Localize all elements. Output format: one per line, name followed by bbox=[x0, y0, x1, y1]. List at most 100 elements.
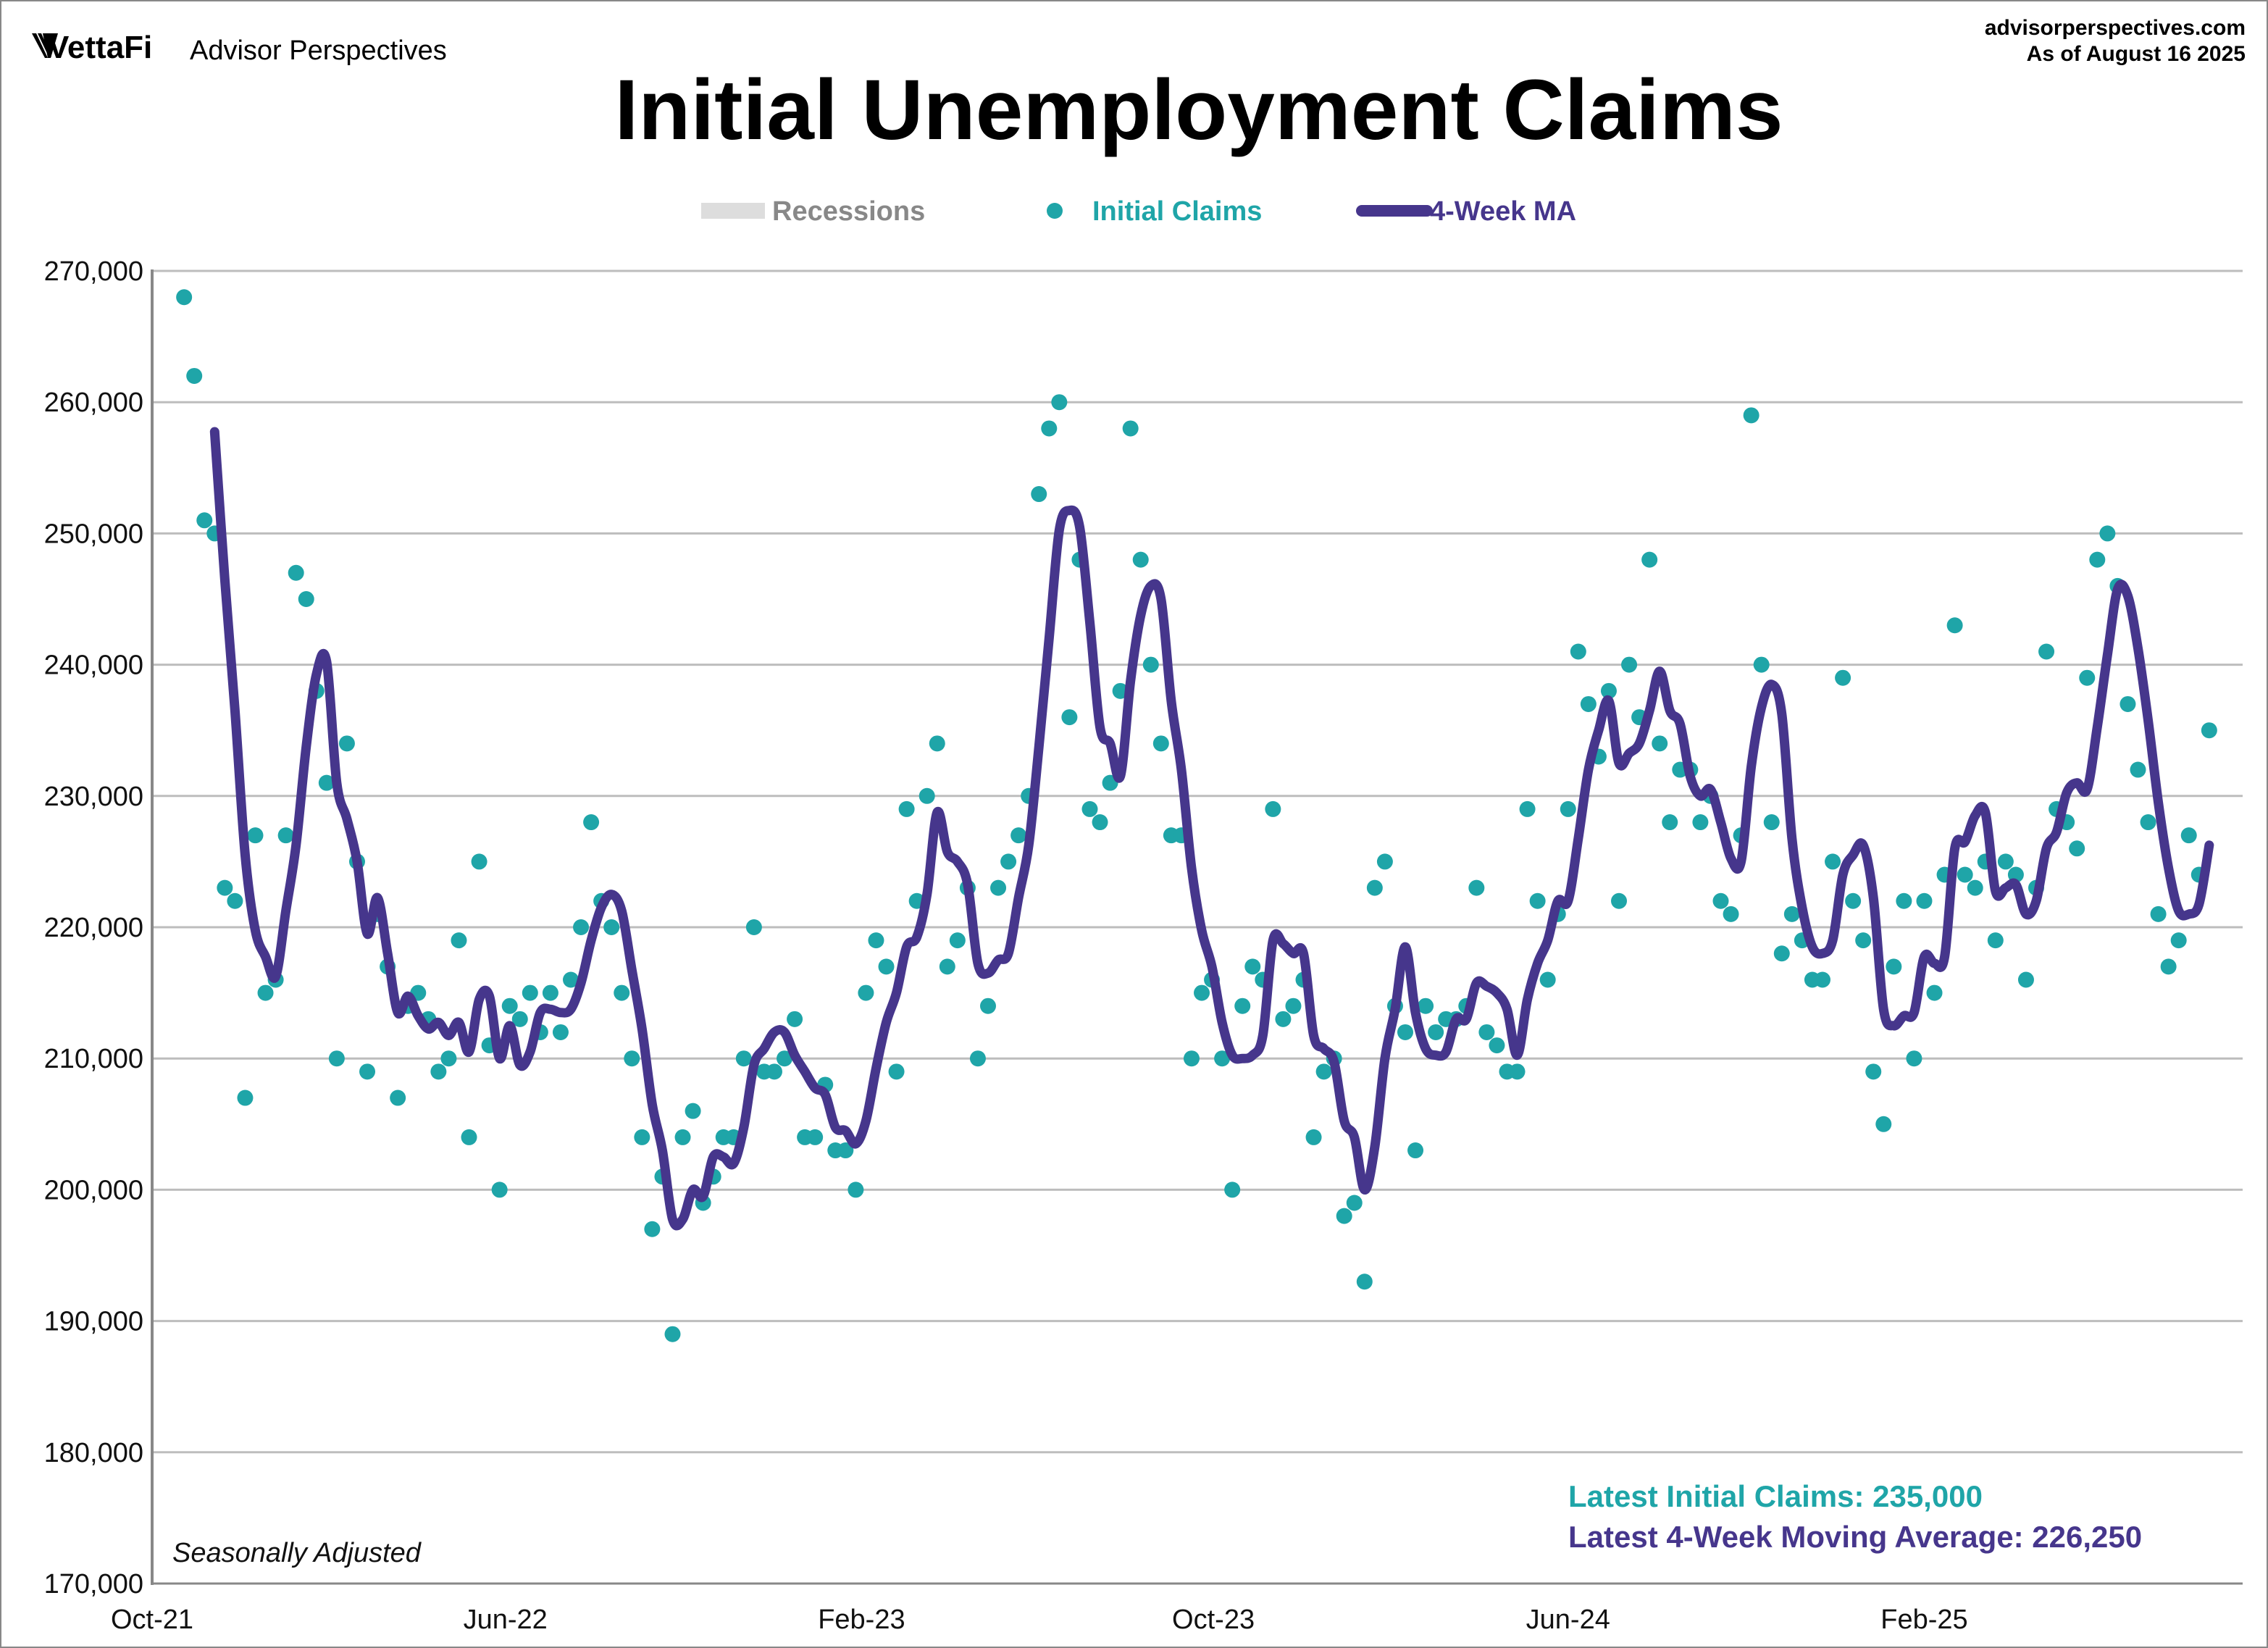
claims-point bbox=[2079, 669, 2096, 686]
claims-point bbox=[2140, 814, 2156, 831]
claims-point bbox=[1275, 1011, 1292, 1027]
claims-point bbox=[1712, 892, 1729, 909]
claims-point bbox=[542, 984, 558, 1001]
claims-point bbox=[1814, 971, 1830, 988]
claims-point bbox=[217, 879, 233, 896]
claims-point bbox=[1896, 892, 1912, 909]
claims-point bbox=[1051, 394, 1068, 411]
claims-point bbox=[1214, 1050, 1231, 1067]
y-tick-label: 220,000 bbox=[44, 913, 143, 943]
claims-point bbox=[471, 853, 488, 870]
claims-point bbox=[1478, 1024, 1495, 1040]
claims-point bbox=[522, 984, 538, 1001]
claims-point bbox=[2160, 958, 2177, 975]
legend-recessions-swatch bbox=[701, 203, 765, 219]
claims-point bbox=[1886, 958, 1902, 975]
claims-point bbox=[1265, 800, 1281, 817]
claims-point bbox=[461, 1129, 477, 1145]
brand-name: VettaFi bbox=[48, 30, 152, 65]
y-tick-label: 260,000 bbox=[44, 388, 143, 418]
source-url: advisorperspectives.com bbox=[1985, 16, 2246, 40]
claims-point bbox=[919, 787, 935, 804]
claims-point bbox=[552, 1024, 569, 1040]
seasonally-adjusted-note: Seasonally Adjusted bbox=[172, 1538, 422, 1568]
claims-point bbox=[1407, 1142, 1424, 1159]
claims-point bbox=[390, 1089, 406, 1106]
claims-point bbox=[563, 971, 579, 988]
claims-point bbox=[1875, 1116, 1892, 1132]
claims-point bbox=[1926, 984, 1943, 1001]
claims-point bbox=[2170, 932, 2187, 949]
claims-point bbox=[1234, 997, 1251, 1014]
claims-point bbox=[501, 997, 518, 1014]
claims-point bbox=[979, 997, 996, 1014]
x-tick-label: Oct-23 bbox=[1172, 1605, 1255, 1635]
claims-point bbox=[990, 879, 1007, 896]
claims-point bbox=[1183, 1050, 1200, 1067]
claims-point bbox=[777, 1050, 793, 1067]
claims-point bbox=[451, 932, 467, 949]
claims-point bbox=[837, 1142, 854, 1159]
x-tick-label: Feb-23 bbox=[818, 1605, 905, 1635]
claims-point bbox=[227, 892, 243, 909]
claims-point bbox=[2201, 722, 2217, 739]
claims-point bbox=[807, 1129, 824, 1145]
y-tick-label: 270,000 bbox=[44, 256, 143, 287]
legend-claims-label: Initial Claims bbox=[1092, 196, 1262, 227]
claims-point bbox=[1152, 735, 1169, 752]
initial-claims-series bbox=[176, 289, 2217, 1342]
vettafi-logo: VettaFi bbox=[32, 30, 152, 65]
claims-point bbox=[898, 800, 915, 817]
claims-point bbox=[1783, 905, 1800, 922]
claims-point bbox=[1957, 866, 1973, 883]
claims-point bbox=[1641, 551, 1658, 568]
claims-point bbox=[1529, 892, 1546, 909]
claims-point bbox=[1743, 407, 1759, 424]
claims-point bbox=[1336, 1208, 1352, 1224]
as-of-date: As of August 16 2025 bbox=[2027, 42, 2246, 66]
claims-point bbox=[1356, 1273, 1373, 1290]
claims-point bbox=[1194, 984, 1210, 1001]
claims-point bbox=[1967, 879, 1983, 896]
claims-point bbox=[1611, 892, 1628, 909]
claims-point bbox=[1000, 853, 1017, 870]
claims-point bbox=[2150, 905, 2167, 922]
y-tick-label: 210,000 bbox=[44, 1044, 143, 1074]
claims-point bbox=[247, 827, 264, 844]
claims-point bbox=[1519, 800, 1536, 817]
claims-point bbox=[1753, 656, 1770, 673]
y-axis-ticks: 170,000 180,000 190,000 200,000 210,000 220,0… bbox=[44, 256, 143, 1599]
claims-point bbox=[2120, 695, 2136, 712]
claims-point bbox=[196, 512, 213, 529]
ma-series-line bbox=[209, 427, 2214, 1231]
claims-point bbox=[1122, 420, 1139, 437]
claims-point bbox=[1031, 486, 1047, 503]
claims-point bbox=[1224, 1181, 1241, 1198]
claims-point bbox=[1081, 800, 1098, 817]
claims-point bbox=[1692, 814, 1709, 831]
claims-point bbox=[1244, 958, 1261, 975]
claims-point bbox=[277, 827, 294, 844]
x-tick-label: Feb-25 bbox=[1880, 1605, 1967, 1635]
claims-point bbox=[664, 1326, 681, 1342]
claims-point bbox=[338, 735, 355, 752]
claims-point bbox=[2038, 643, 2055, 660]
claims-point bbox=[1570, 643, 1586, 660]
claims-point bbox=[858, 984, 874, 1001]
claims-point bbox=[1855, 932, 1872, 949]
claims-point bbox=[766, 1063, 782, 1080]
claims-point bbox=[1132, 551, 1149, 568]
claims-point bbox=[929, 735, 945, 752]
claims-point bbox=[624, 1050, 640, 1067]
legend-ma-label: 4-Week MA bbox=[1430, 196, 1576, 227]
claims-point bbox=[1580, 695, 1597, 712]
claims-point bbox=[614, 984, 630, 1001]
chart-title: Initial Unemployment Claims bbox=[615, 62, 1783, 158]
y-tick-label: 180,000 bbox=[44, 1438, 143, 1468]
claims-point bbox=[644, 1221, 661, 1237]
claims-point bbox=[685, 1103, 701, 1119]
claims-point bbox=[1366, 879, 1383, 896]
y-tick-label: 170,000 bbox=[44, 1569, 143, 1599]
claims-point bbox=[1315, 1063, 1332, 1080]
